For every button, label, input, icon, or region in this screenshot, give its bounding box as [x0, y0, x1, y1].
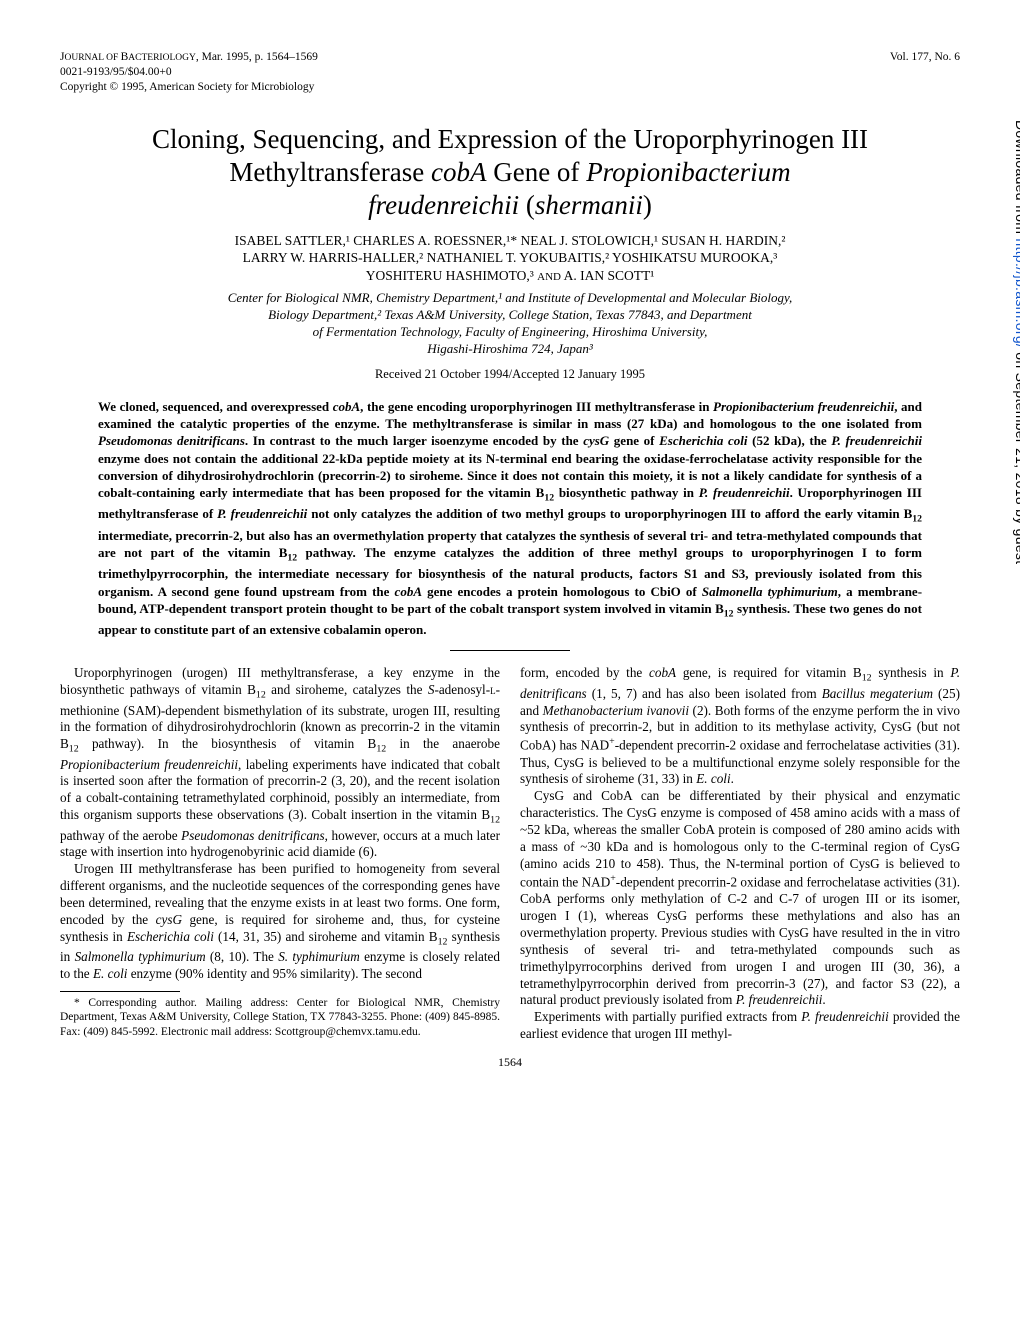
body-p1: Uroporphyrinogen (urogen) III methyltran…: [60, 665, 500, 861]
affiliations: Center for Biological NMR, Chemistry Dep…: [60, 290, 960, 358]
abstract: We cloned, sequenced, and overexpressed …: [60, 398, 960, 638]
affil-line3: of Fermentation Technology, Faculty of E…: [313, 324, 708, 339]
body-columns: Uroporphyrinogen (urogen) III methyltran…: [60, 665, 960, 1043]
header-right: Vol. 177, No. 6: [890, 50, 960, 95]
footnote-separator: [60, 991, 180, 992]
header-left: JOURNAL OF BACTERIOLOGY, Mar. 1995, p. 1…: [60, 50, 318, 95]
body-p2: Urogen III methyltransferase has been pu…: [60, 861, 500, 983]
received-dates: Received 21 October 1994/Accepted 12 Jan…: [60, 366, 960, 382]
download-banner: Downloaded from http://jb.asm.org/ on Se…: [1012, 120, 1020, 564]
abstract-text: We cloned, sequenced, and overexpressed …: [98, 399, 922, 637]
authors-line1: ISABEL SATTLER,¹ CHARLES A. ROESSNER,¹* …: [235, 233, 786, 248]
download-link[interactable]: http://jb.asm.org/: [1013, 238, 1020, 348]
authors: ISABEL SATTLER,¹ CHARLES A. ROESSNER,¹* …: [60, 232, 960, 285]
article-title: Cloning, Sequencing, and Expression of t…: [60, 123, 960, 222]
download-text-before: Downloaded from: [1013, 120, 1020, 238]
separator: [450, 650, 570, 651]
download-text-after: on September 21, 2018 by guest: [1013, 348, 1020, 564]
authors-line2: LARRY W. HARRIS-HALLER,² NATHANIEL T. YO…: [243, 250, 778, 265]
journal-name: JOURNAL OF BACTERIOLOGY, Mar. 1995, p. 1…: [60, 51, 318, 63]
footnote: * Corresponding author. Mailing address:…: [60, 996, 500, 1039]
copyright-line: Copyright © 1995, American Society for M…: [60, 81, 314, 93]
authors-line3: YOSHITERU HASHIMOTO,³ AND A. IAN SCOTT¹: [366, 268, 655, 283]
affil-line1: Center for Biological NMR, Chemistry Dep…: [228, 290, 793, 305]
page-header: JOURNAL OF BACTERIOLOGY, Mar. 1995, p. 1…: [60, 50, 960, 95]
vol-issue: Vol. 177, No. 6: [890, 51, 960, 63]
page-number: 1564: [60, 1055, 960, 1071]
body-p4: CysG and CobA can be differentiated by t…: [520, 788, 960, 1009]
affil-line2: Biology Department,² Texas A&M Universit…: [268, 307, 752, 322]
issn-line: 0021-9193/95/$04.00+0: [60, 66, 172, 78]
affil-line4: Higashi-Hiroshima 724, Japan³: [427, 341, 593, 356]
body-p5: Experiments with partially purified extr…: [520, 1009, 960, 1043]
body-p3: form, encoded by the cobA gene, is requi…: [520, 665, 960, 788]
